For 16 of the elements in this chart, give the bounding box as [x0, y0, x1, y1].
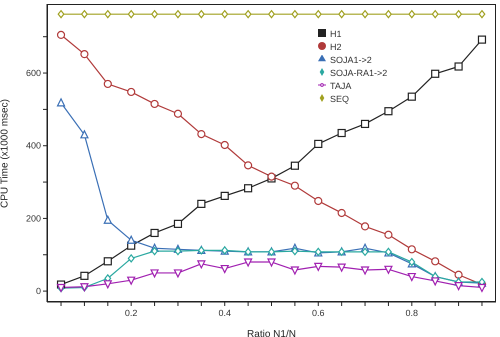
y-tick-label: 600 [26, 68, 41, 78]
x-tick-label: 0.8 [406, 308, 418, 318]
y-tick-label: 0 [36, 286, 41, 296]
legend-label: SEQ [330, 94, 350, 104]
x-tick-label: 0.2 [124, 308, 138, 318]
x-axis-title: Ratio N1/N [247, 329, 296, 337]
legend-label: SOJA-RA1->2 [330, 68, 388, 78]
y-axis-title: CPU Time (x1000 msec) [0, 99, 11, 208]
y-tick-label: 200 [26, 213, 41, 224]
legend-label: SOJA1->2 [330, 55, 372, 65]
x-tick-label: 0.6 [312, 308, 325, 318]
legend-label: H2 [330, 42, 342, 52]
legend-label: TAJA [330, 81, 352, 91]
y-tick-label: 400 [26, 140, 41, 151]
x-tick-label: 0.4 [218, 308, 231, 318]
legend-label: H1 [330, 29, 342, 39]
